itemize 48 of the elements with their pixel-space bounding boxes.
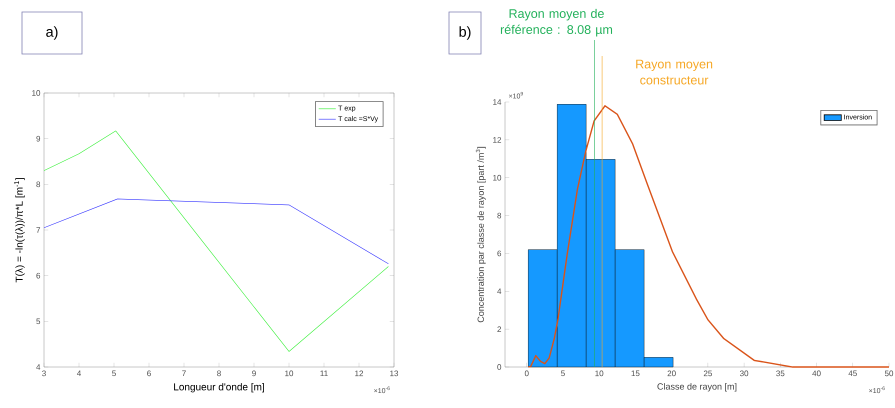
x-axis-title: Classe de rayon [m] bbox=[657, 383, 736, 392]
x-tick-label: 35 bbox=[776, 370, 784, 376]
x-tick-label: 25 bbox=[704, 370, 712, 376]
y-tick-label: 6 bbox=[497, 250, 502, 256]
x-tick-label: 40 bbox=[812, 370, 821, 376]
y-tick-label: 7 bbox=[36, 227, 40, 233]
x-tick-label: 10 bbox=[285, 370, 294, 376]
x-tick-label: 0 bbox=[524, 370, 529, 376]
x-tick-label: 5 bbox=[561, 370, 565, 376]
x-tick-label: 15 bbox=[632, 370, 640, 376]
x-tick-label: 45 bbox=[848, 370, 857, 376]
y-tick-label: 9 bbox=[36, 136, 40, 142]
x-tick-label: 13 bbox=[390, 370, 398, 376]
y-tick-label: 10 bbox=[493, 174, 502, 181]
ref-line-label: Rayon moyen constructeur bbox=[636, 60, 712, 84]
y-tick-label: 6 bbox=[36, 272, 40, 279]
y-axis-title: T(λ) = -ln(τ(λ))/π*L [m$^{-1}$] bbox=[14, 178, 25, 282]
x-tick-label: 9 bbox=[252, 370, 256, 376]
x-tick-label: 10 bbox=[595, 370, 604, 376]
x-tick-label: 3 bbox=[42, 370, 46, 376]
line-series bbox=[44, 130, 389, 352]
line-series bbox=[44, 198, 389, 264]
x-tick-label: 8 bbox=[217, 370, 221, 376]
y-tick-label: 14 bbox=[493, 99, 502, 105]
y-tick-label: 4 bbox=[497, 288, 502, 294]
x-axis-title: Longueur d'onde [m] bbox=[174, 383, 264, 392]
y-tick-label: 12 bbox=[493, 137, 502, 143]
x-tick-label: 6 bbox=[147, 370, 151, 376]
text: Rayon moyen de référence : 8.08 µm bbox=[500, 8, 612, 36]
line-series bbox=[527, 105, 890, 368]
x-tick-label: 30 bbox=[740, 370, 748, 376]
y-tick-label: 2 bbox=[497, 326, 502, 332]
y-axis-title: Concentration par classe de rayon [part /m$^{3}$] bbox=[476, 146, 486, 322]
y-tick-label: 0 bbox=[497, 364, 502, 370]
text: b) bbox=[460, 26, 471, 40]
x-tick-label: 50 bbox=[884, 370, 894, 376]
y-tick-label: 10 bbox=[32, 90, 40, 96]
x-tick-label: 12 bbox=[355, 370, 364, 376]
text: a) bbox=[46, 26, 58, 40]
x-tick-label: 4 bbox=[76, 370, 81, 376]
x-tick-label: 20 bbox=[668, 370, 676, 376]
y-tick-label: 5 bbox=[36, 318, 40, 324]
x-tick-label: 5 bbox=[112, 370, 116, 376]
y-tick-label: 8 bbox=[36, 182, 40, 188]
y-tick-label: 8 bbox=[497, 212, 502, 218]
x-tick-label: 11 bbox=[320, 370, 328, 376]
x-tick-label: 7 bbox=[182, 370, 186, 376]
y-tick-label: 4 bbox=[36, 364, 40, 370]
